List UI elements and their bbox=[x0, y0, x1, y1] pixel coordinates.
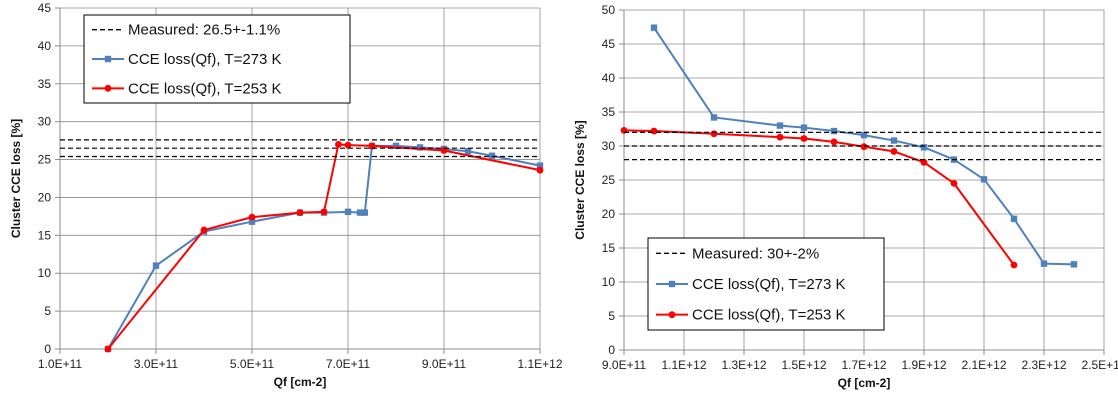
x-tick-label: 1.7E+12 bbox=[841, 358, 886, 372]
series-273k-point bbox=[536, 162, 544, 169]
legend-273k-marker bbox=[668, 280, 676, 288]
y-tick-label: 20 bbox=[38, 190, 52, 204]
legend-label: CCE loss(Qf), T=273 K bbox=[692, 276, 846, 293]
y-tick-label: 30 bbox=[602, 139, 616, 153]
legend bbox=[83, 14, 351, 104]
x-tick-label: 5.0E+11 bbox=[230, 357, 274, 371]
series-273k-point bbox=[920, 144, 928, 151]
x-tick-label: 9.0E+11 bbox=[602, 358, 646, 372]
y-tick-label: 45 bbox=[38, 1, 52, 15]
series-273k-point bbox=[1010, 215, 1018, 222]
x-tick-label: 3.0E+11 bbox=[134, 357, 178, 371]
series-253k-point bbox=[335, 141, 342, 148]
series-253k-point bbox=[710, 130, 718, 138]
series-273k-point bbox=[800, 124, 808, 131]
series-253k-point bbox=[800, 135, 808, 142]
y-tick-label: 25 bbox=[602, 173, 616, 187]
series-273k-point bbox=[464, 148, 472, 155]
y-tick-label: 25 bbox=[38, 153, 52, 167]
y-tick-label: 10 bbox=[38, 266, 52, 280]
x-tick-label: 1.5E+12 bbox=[781, 358, 826, 372]
legend-253k-marker bbox=[104, 84, 112, 92]
x-tick-label: 2.1E+12 bbox=[961, 358, 1006, 372]
y-tick-label: 20 bbox=[602, 207, 616, 221]
series-253k-point bbox=[830, 138, 838, 146]
y-tick-label: 10 bbox=[602, 275, 616, 289]
x-tick-label: 2.5E+12 bbox=[1081, 358, 1118, 372]
series-273k-point bbox=[248, 218, 256, 225]
series-273k-point bbox=[416, 144, 424, 151]
y-axis-title: Cluster CCE loss [%] bbox=[573, 120, 587, 239]
y-tick-label: 0 bbox=[44, 342, 51, 356]
x-tick-label: 1.0E+11 bbox=[38, 357, 82, 371]
series-273k-point bbox=[392, 142, 400, 150]
series-273k-point bbox=[1040, 260, 1048, 267]
series-273k-point bbox=[776, 122, 784, 129]
series-253k-point bbox=[248, 213, 256, 221]
legend-273k-marker bbox=[104, 55, 112, 63]
series-273k-point bbox=[890, 137, 898, 144]
legend-label: CCE loss(Qf), T=253 K bbox=[692, 307, 846, 324]
y-tick-label: 5 bbox=[608, 309, 615, 323]
series-253k-point bbox=[536, 166, 544, 174]
y-tick-label: 40 bbox=[38, 39, 52, 53]
x-tick-label: 1.1E+12 bbox=[517, 357, 562, 371]
y-tick-label: 35 bbox=[38, 77, 52, 91]
y-tick-label: 35 bbox=[602, 105, 616, 119]
series-273k-point bbox=[710, 114, 718, 121]
y-tick-label: 40 bbox=[602, 71, 616, 85]
legend-label: CCE loss(Qf), T=273 K bbox=[128, 51, 282, 68]
y-axis-title: Cluster CCE loss [%] bbox=[9, 119, 23, 238]
series-273k-point bbox=[860, 131, 868, 139]
y-tick-label: 30 bbox=[38, 115, 52, 129]
x-tick-label: 1.9E+12 bbox=[901, 358, 946, 372]
y-tick-label: 45 bbox=[602, 37, 616, 51]
series-253k-point bbox=[890, 148, 898, 155]
series-273k-point bbox=[356, 209, 364, 216]
x-tick-label: 9.0E+11 bbox=[422, 357, 466, 371]
y-tick-label: 0 bbox=[608, 343, 615, 357]
series-273k-point bbox=[980, 176, 988, 183]
series-273k-point bbox=[488, 152, 496, 159]
y-tick-label: 15 bbox=[602, 241, 616, 255]
series-273k-point bbox=[1070, 261, 1078, 268]
series-273k-point bbox=[361, 209, 368, 216]
legend-label: Measured: 30+-2% bbox=[692, 245, 819, 262]
series-273k-point bbox=[344, 208, 352, 216]
y-tick-label: 15 bbox=[38, 228, 52, 242]
legend-253k-marker bbox=[668, 311, 676, 319]
series-253k-point bbox=[104, 345, 112, 353]
x-axis-title: Qf [cm-2] bbox=[274, 375, 327, 389]
series-253k-point bbox=[1010, 261, 1018, 269]
series-253k-point bbox=[776, 133, 784, 141]
y-tick-label: 5 bbox=[44, 304, 51, 318]
series-253k-point bbox=[950, 180, 958, 187]
y-tick-label: 50 bbox=[602, 3, 616, 17]
series-253k-point bbox=[860, 143, 868, 151]
series-253k-point bbox=[920, 158, 928, 166]
series-253k-point bbox=[344, 141, 352, 149]
series-253k-point bbox=[650, 127, 658, 135]
legend-label: Measured: 26.5+-1.1% bbox=[128, 22, 280, 39]
legend-label: CCE loss(Qf), T=253 K bbox=[128, 80, 282, 97]
x-tick-label: 2.3E+12 bbox=[1021, 358, 1066, 372]
series-273k-point bbox=[152, 262, 160, 269]
series-253k-point bbox=[200, 226, 208, 234]
x-axis-title: Qf [cm-2] bbox=[838, 376, 891, 390]
series-273k-point bbox=[830, 127, 838, 135]
series-273k-point bbox=[650, 24, 658, 31]
x-tick-label: 1.3E+12 bbox=[721, 358, 766, 372]
x-tick-label: 1.1E+12 bbox=[661, 358, 706, 372]
x-tick-label: 7.0E+11 bbox=[326, 357, 370, 371]
series-253k-point bbox=[296, 209, 304, 217]
series-253k-point bbox=[320, 208, 328, 216]
